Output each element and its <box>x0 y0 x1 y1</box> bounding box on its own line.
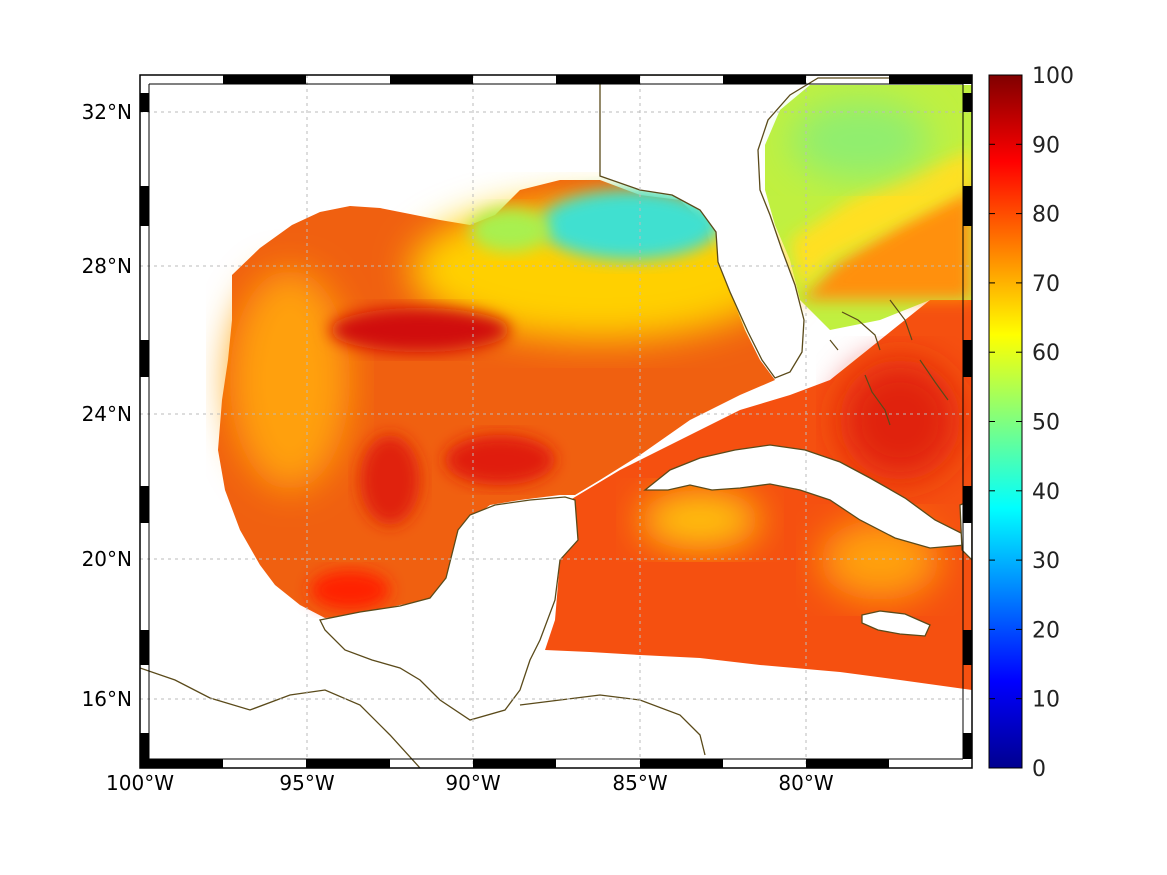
x-tick-label: 100°W <box>106 771 174 795</box>
gulf-field <box>218 180 790 618</box>
colorbar-tick-label: 80 <box>1032 203 1060 228</box>
colorbar-tick-label: 100 <box>1032 64 1074 89</box>
y-tick-label: 20°N <box>82 547 132 571</box>
y-tick-label: 32°N <box>82 100 132 124</box>
colorbar: 0 10 20 30 40 50 60 70 80 90 100 <box>988 64 1074 782</box>
colorbar-tick-label: 30 <box>1032 549 1060 574</box>
x-tick-label: 90°W <box>445 771 500 795</box>
y-tick-label: 28°N <box>82 254 132 278</box>
y-tick-label: 24°N <box>82 402 132 426</box>
map-frame <box>139 74 973 769</box>
atlantic-field <box>765 85 972 330</box>
colorbar-tick-label: 20 <box>1032 618 1060 643</box>
central-america-coast <box>140 667 421 768</box>
x-tick-label: 80°W <box>778 771 833 795</box>
florida <box>599 75 972 379</box>
colorbar-tick-label: 50 <box>1032 411 1060 436</box>
x-tick-label: 85°W <box>612 771 667 795</box>
graticule <box>140 75 972 768</box>
colorbar-tick-label: 0 <box>1032 757 1046 782</box>
map-area <box>140 75 972 768</box>
colorbar-tick-label: 40 <box>1032 480 1060 505</box>
x-tick-label: 95°W <box>279 771 334 795</box>
x-axis-labels: 100°W 95°W 90°W 85°W 80°W <box>106 771 834 795</box>
jamaica <box>861 610 931 637</box>
colorbar-tick-label: 10 <box>1032 688 1060 713</box>
y-axis-labels: 32°N 28°N 24°N 20°N 16°N <box>82 100 132 711</box>
yucatan <box>319 496 579 721</box>
colorbar-tick-label: 90 <box>1032 133 1060 158</box>
colorbar-ticks: 0 10 20 30 40 50 60 70 80 90 100 <box>989 64 1074 782</box>
colorbar-tick-label: 60 <box>1032 341 1060 366</box>
colorbar-tick-label: 70 <box>1032 272 1060 297</box>
bahamas-islands <box>829 299 949 426</box>
y-tick-label: 16°N <box>82 687 132 711</box>
